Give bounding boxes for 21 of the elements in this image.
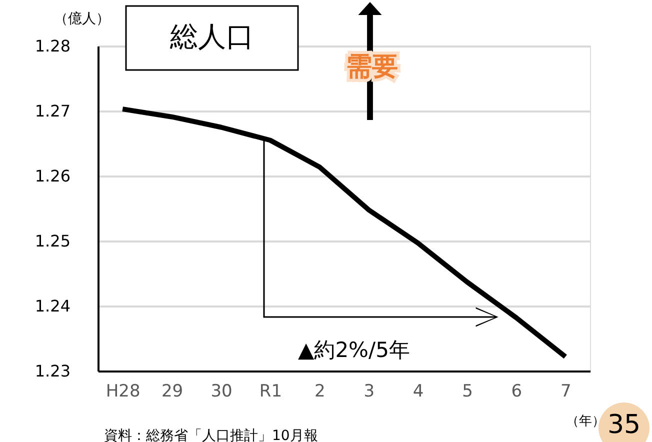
x-tick-label: 30 (210, 382, 232, 402)
x-axis-title: （年） (566, 414, 605, 429)
x-tick-label: 29 (161, 382, 184, 402)
y-tick-label: 1.25 (34, 232, 70, 250)
y-tick-label: 1.27 (34, 102, 70, 120)
x-tick-label: 4 (412, 382, 424, 402)
x-tick-label: 2 (314, 382, 326, 402)
chart-title: 総人口 (169, 20, 254, 53)
x-tick-label: 5 (462, 382, 473, 402)
y-tick-label: 1.24 (34, 296, 70, 316)
y-tick-label: 1.23 (34, 362, 70, 380)
x-tick-label: 7 (560, 382, 572, 402)
text: 35 (607, 410, 641, 440)
y-tick-label: 1.26 (34, 166, 70, 186)
x-tick-label: R1 (259, 382, 282, 402)
y-tick-label: 1.28 (34, 36, 70, 56)
annotation: ▲約2%/5年 (298, 338, 410, 362)
y-axis-title: （億人） (54, 11, 110, 27)
x-tick-label: 6 (511, 382, 522, 402)
x-tick-label: 3 (364, 382, 375, 402)
x-tick-label: H28 (106, 382, 140, 402)
